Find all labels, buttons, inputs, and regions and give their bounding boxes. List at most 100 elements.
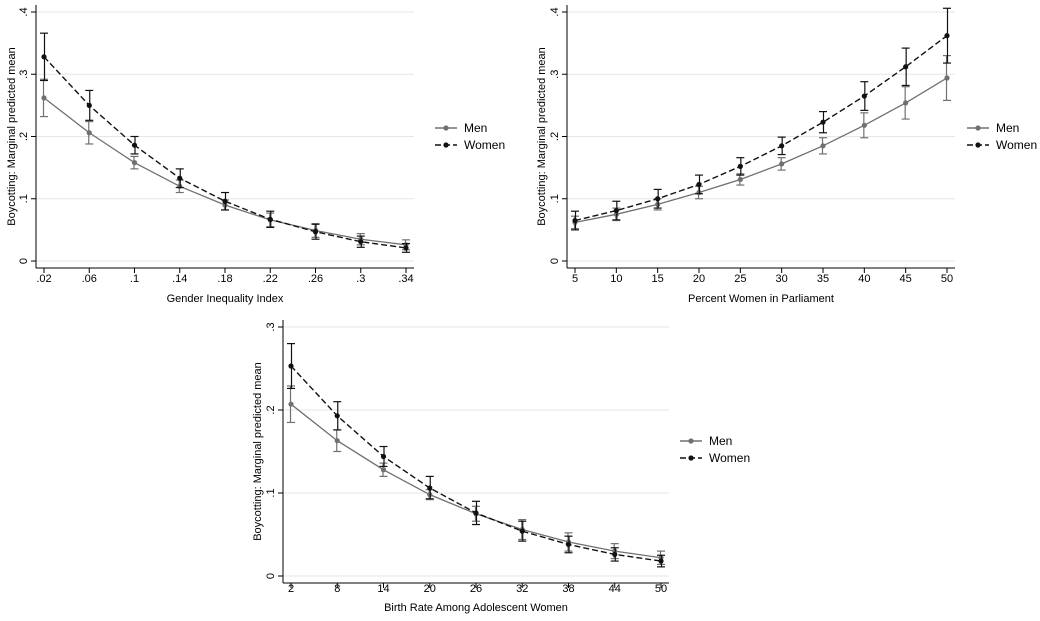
data-point-women [86,102,92,108]
panel-gender-inequality: 0 .1 .2 .3 .4 .02 .06 .1 .14 .18 .22 .26 .3 .34 Gender… [6,5,505,305]
x-tick-label: 14 [377,583,389,595]
legend: Men Women [435,121,505,152]
data-point-women [613,207,619,214]
y-tick-label: .1 [18,194,30,203]
data-point-women [944,33,950,39]
series-line-women [43,56,407,249]
x-tick-label: 15 [652,273,664,285]
x-tick-label: .3 [356,273,365,285]
x-tick-label: 26 [470,583,482,595]
x-tick-label: .02 [36,273,51,285]
x-tick-label: 35 [817,273,829,285]
legend-marker-men [975,125,981,131]
series-men [287,385,665,565]
series-line-men [574,77,948,224]
data-point-women [696,181,702,188]
x-tick-label: 25 [734,273,746,285]
x-tick-label: 50 [655,583,667,595]
x-tick-label: .14 [172,273,187,285]
data-point-women [737,163,743,169]
data-point-women [177,175,183,181]
data-point-women [655,196,661,202]
x-tick-label: 30 [776,273,788,285]
x-tick-label: 20 [424,583,436,595]
y-tick-label: .1 [549,194,561,203]
data-point-men [380,467,387,473]
x-tick-label: 2 [288,583,294,595]
data-point-women [519,528,525,534]
series-women [571,7,951,231]
x-axis-label: Percent Women in Parliament [688,293,834,305]
y-tick-label: 0 [18,258,30,264]
data-point-women [403,245,409,251]
data-point-men [779,161,785,167]
x-tick-label: 5 [572,273,578,285]
y-tick-label: .3 [18,70,30,79]
data-point-men [820,143,826,149]
data-point-women [820,119,826,125]
data-point-men [861,122,867,128]
y-tick-label: .3 [265,322,277,331]
data-point-women [779,143,785,149]
legend-label-women: Women [996,138,1037,152]
data-point-women [358,239,364,245]
y-axis-label: Boycotting: Marginal predicted mean [536,47,548,226]
legend-marker-men [688,438,694,444]
x-tick-label: 20 [693,273,705,285]
data-point-men [288,401,294,407]
series-line-men [290,403,662,559]
y-axis-label: Boycotting: Marginal predicted mean [6,47,18,226]
y-tick-label: .2 [18,132,30,141]
x-axis-label: Birth Rate Among Adolescent Women [384,602,568,614]
panel-adolescent-birth-rate: 0 .1 .2 .3 2 8 14 20 26 32 38 44 50 Birth Rate Among … [252,320,750,614]
x-tick-label: 45 [900,273,912,285]
data-point-women [572,217,578,224]
x-tick-label: 8 [334,583,340,595]
data-point-men [903,100,909,106]
series-line-women [574,35,948,222]
series-line-women [290,365,662,562]
data-point-men [131,160,138,166]
legend-marker-women [443,142,449,148]
legend-label-men: Men [709,434,732,448]
x-tick-label: 38 [562,583,574,595]
data-point-women [861,93,867,99]
series-men [40,78,410,251]
x-tick-label: 40 [858,273,870,285]
data-point-women [334,413,340,419]
panel-percent-women-parliament: 0 .1 .2 .3 .4 5 10 15 20 25 30 35 40 45 50 Percent Wome… [536,5,1037,305]
legend-marker-women [688,455,694,461]
x-tick-label: 32 [516,583,528,595]
data-point-women [658,558,664,564]
data-point-women [288,363,294,369]
legend-label-men: Men [996,121,1019,135]
data-point-men [41,95,47,101]
y-tick-label: .3 [549,70,561,79]
legend-marker-men [443,125,449,131]
data-point-men [86,130,92,136]
legend-marker-women [975,142,981,148]
legend: Men Women [967,121,1037,152]
x-tick-label: .1 [130,273,139,285]
data-point-men [944,75,950,81]
data-point-women [41,54,47,60]
series-men [571,54,951,230]
legend-label-women: Women [464,138,505,152]
legend-label-men: Men [464,121,487,135]
series-women [40,32,410,253]
data-point-women [312,229,319,235]
y-axis-label: Boycotting: Marginal predicted mean [252,362,264,541]
x-axis-label: Gender Inequality Index [167,293,284,305]
data-point-women [473,510,479,516]
legend-label-women: Women [709,451,750,465]
y-tick-label: 0 [549,258,561,264]
data-point-women [612,551,618,558]
data-point-women [380,453,387,460]
x-tick-label: .22 [263,273,278,285]
y-tick-label: .2 [549,132,561,141]
series-line-men [43,97,407,246]
y-tick-label: .4 [18,7,30,16]
x-tick-label: .34 [398,273,413,285]
data-point-women [903,64,909,70]
